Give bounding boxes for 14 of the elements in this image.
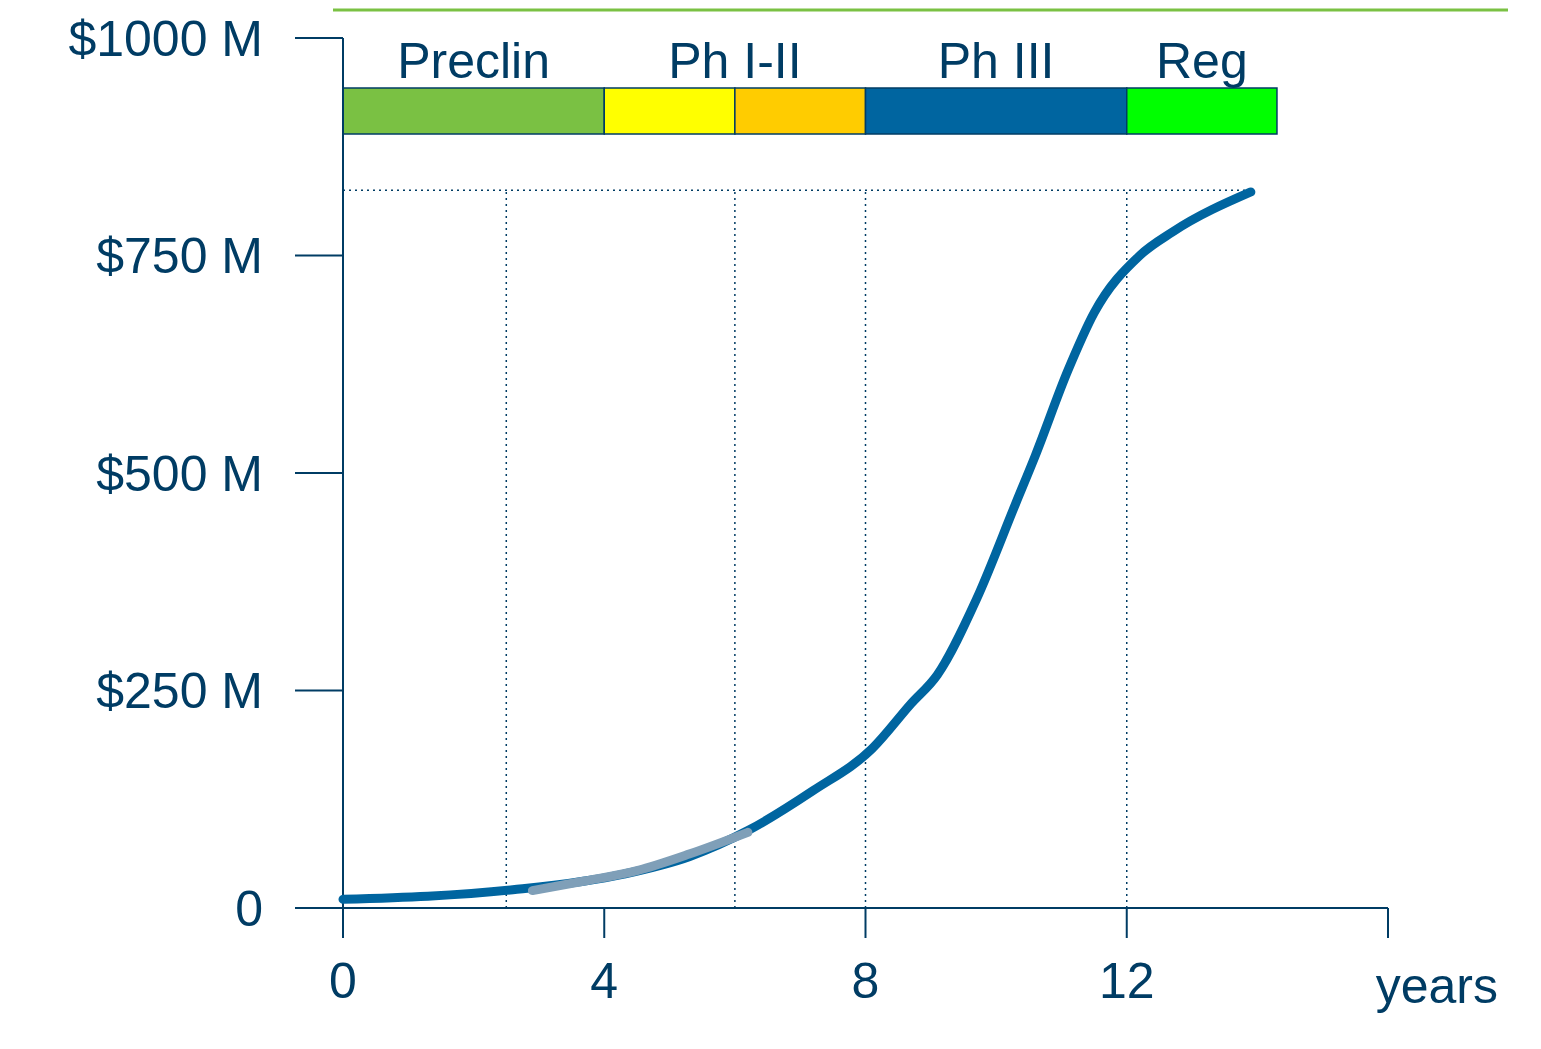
x-axis-title: years — [1375, 958, 1498, 1014]
y-tick-label: $500 M — [96, 445, 263, 502]
x-tick-label: 12 — [1098, 953, 1155, 1009]
y-tick-label: 0 — [235, 880, 263, 937]
x-tick-label: 8 — [851, 953, 880, 1009]
x-tick-label: 4 — [590, 953, 619, 1009]
y-tick-label: $750 M — [96, 228, 263, 284]
band-label: Ph III — [937, 33, 1055, 89]
band-label: Preclin — [397, 33, 551, 89]
band-label: Reg — [1155, 33, 1248, 89]
y-tick-label: $250 M — [96, 663, 263, 719]
y-tick-label: $1000 M — [68, 10, 263, 67]
band-label: Ph I-II — [668, 33, 802, 89]
x-tick-label: 0 — [329, 953, 357, 1009]
